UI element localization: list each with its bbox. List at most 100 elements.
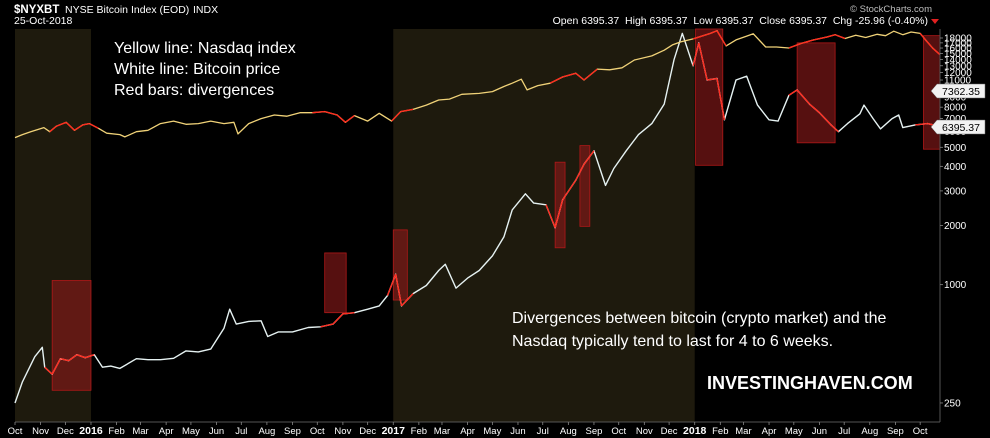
- nasdaq-divergence-segment: [932, 47, 941, 56]
- x-tick-label: May: [785, 426, 803, 437]
- bitcoin-divergence-segment: [51, 358, 62, 375]
- bitcoin-divergence-segment: [44, 366, 53, 375]
- x-tick-label: Dec: [359, 426, 376, 437]
- chart-date: 25-Oct-2018: [14, 15, 73, 27]
- nasdaq-divergence-segment: [716, 30, 727, 47]
- x-tick-label: Jul: [537, 426, 549, 437]
- bitcoin-divergence-segment: [915, 122, 928, 126]
- bitcoin-divergence-segment: [76, 354, 86, 359]
- bitcoin-divergence-segment: [692, 42, 700, 66]
- bitcoin-divergence-segment: [788, 89, 798, 96]
- divergence-bar: [51, 280, 92, 391]
- nasdaq-divergence-segment: [549, 76, 563, 84]
- bitcoin-divergence-segment: [575, 163, 585, 181]
- y-tick-label: 2000: [944, 221, 967, 232]
- y-tick-label: 16000: [944, 44, 972, 55]
- bitcoin-divergence-segment: [716, 78, 726, 120]
- year-shade-band: [393, 29, 695, 422]
- divergence-bar: [554, 161, 566, 249]
- nasdaq-divergence-segment: [834, 34, 846, 40]
- y-tick-label: 4000: [944, 162, 967, 173]
- legend-line-nasdaq: Yellow line: Nasdaq index: [114, 40, 296, 57]
- x-tick-label: Mar: [434, 426, 450, 437]
- x-tick-label: Feb: [712, 426, 728, 437]
- x-tick-label: Sep: [887, 426, 904, 437]
- legend-line-divergences: Red bars: divergences: [114, 82, 274, 99]
- x-tick-label: Aug: [258, 426, 275, 437]
- y-tick-label: 18000: [944, 33, 972, 44]
- nasdaq-divergence-segment: [692, 32, 711, 40]
- x-tick-label: 2017: [382, 425, 406, 437]
- price-tag-bitcoin-box: [930, 83, 986, 99]
- bitcoin-divergence-segment: [68, 354, 78, 362]
- bitcoin-divergence-segment: [60, 358, 69, 362]
- nasdaq-divergence-segment: [324, 110, 338, 116]
- x-tick-label: Oct: [310, 426, 325, 437]
- x-tick-label: Aug: [560, 426, 577, 437]
- nasdaq-divergence-segment: [583, 68, 598, 81]
- x-tick-label: May: [182, 426, 200, 437]
- x-tick-label: Dec: [661, 426, 678, 437]
- divergence-bar: [324, 252, 347, 314]
- divergence-bar: [392, 229, 408, 301]
- nasdaq-divergence-segment: [710, 30, 718, 35]
- nasdaq-divergence-segment: [919, 32, 927, 41]
- bitcoin-divergence-segment: [545, 204, 556, 228]
- y-tick-label: 17000: [944, 38, 972, 49]
- bitcoin-divergence-segment: [386, 273, 397, 296]
- x-tick-label: Apr: [762, 426, 777, 437]
- exchange: INDX: [193, 4, 218, 16]
- nasdaq-divergence-segment: [826, 34, 836, 38]
- bitcoin-divergence-segment: [706, 77, 718, 81]
- x-tick-label: Oct: [611, 426, 626, 437]
- x-tick-label: Mar: [735, 426, 751, 437]
- x-tick-label: Feb: [108, 426, 124, 437]
- quote-line: Open 6395.37 High 6395.37 Low 6395.37 Cl…: [553, 15, 928, 27]
- x-tick-label: Feb: [411, 426, 427, 437]
- legend-line-bitcoin: White line: Bitcoin price: [114, 61, 280, 78]
- nasdaq-divergence-segment: [56, 121, 67, 127]
- x-tick-label: Jun: [510, 426, 525, 437]
- y-tick-label: 15000: [944, 49, 972, 60]
- nasdaq-divergence-segment: [336, 114, 346, 123]
- x-tick-label: Aug: [861, 426, 878, 437]
- x-tick-label: Sep: [284, 426, 301, 437]
- y-tick-label: 3000: [944, 186, 967, 197]
- source-credit: © StockCharts.com: [850, 4, 932, 15]
- nasdaq-divergence-segment: [49, 125, 57, 133]
- x-tick-label: Dec: [57, 426, 74, 437]
- x-tick-label: Jul: [838, 426, 850, 437]
- bitcoin-divergence-segment: [561, 179, 577, 201]
- y-tick-label: 1000: [944, 280, 967, 291]
- nasdaq-divergence-segment: [312, 110, 325, 114]
- nasdaq-divergence-segment: [562, 72, 576, 78]
- divergence-bar: [796, 42, 836, 144]
- x-tick-label: 2016: [79, 425, 103, 437]
- x-tick-label: Oct: [8, 426, 23, 437]
- y-tick-label: 12000: [944, 68, 972, 79]
- bitcoin-divergence-segment: [583, 150, 595, 165]
- bitcoin-divergence-segment: [554, 199, 564, 228]
- x-tick-label: Nov: [636, 426, 653, 437]
- brand-watermark: INVESTINGHAVEN.COM: [707, 373, 913, 393]
- bitcoin-divergence-segment: [395, 274, 403, 306]
- bitcoin-divergence-segment: [809, 103, 820, 114]
- note-line-2: Nasdaq typically tend to last for 4 to 6…: [512, 333, 833, 350]
- x-tick-label: Nov: [32, 426, 49, 437]
- x-tick-label: Oct: [913, 426, 928, 437]
- y-tick-label: 11000: [944, 76, 972, 87]
- x-tick-label: May: [483, 426, 501, 437]
- y-tick-label: 13000: [944, 61, 972, 72]
- bitcoin-divergence-segment: [84, 354, 95, 359]
- y-tick-label: 7000: [944, 114, 967, 125]
- note-line-1: Divergences between bitcoin (crypto mark…: [512, 310, 887, 327]
- bitcoin-divergence-segment: [698, 42, 708, 81]
- nasdaq-divergence-segment: [813, 36, 828, 41]
- nasdaq-divergence-segment: [65, 121, 75, 131]
- bitcoin-divergence-segment: [818, 112, 832, 126]
- nasdaq-divergence-segment: [788, 42, 802, 49]
- x-tick-label: 2018: [683, 425, 707, 437]
- x-tick-label: Mar: [132, 426, 148, 437]
